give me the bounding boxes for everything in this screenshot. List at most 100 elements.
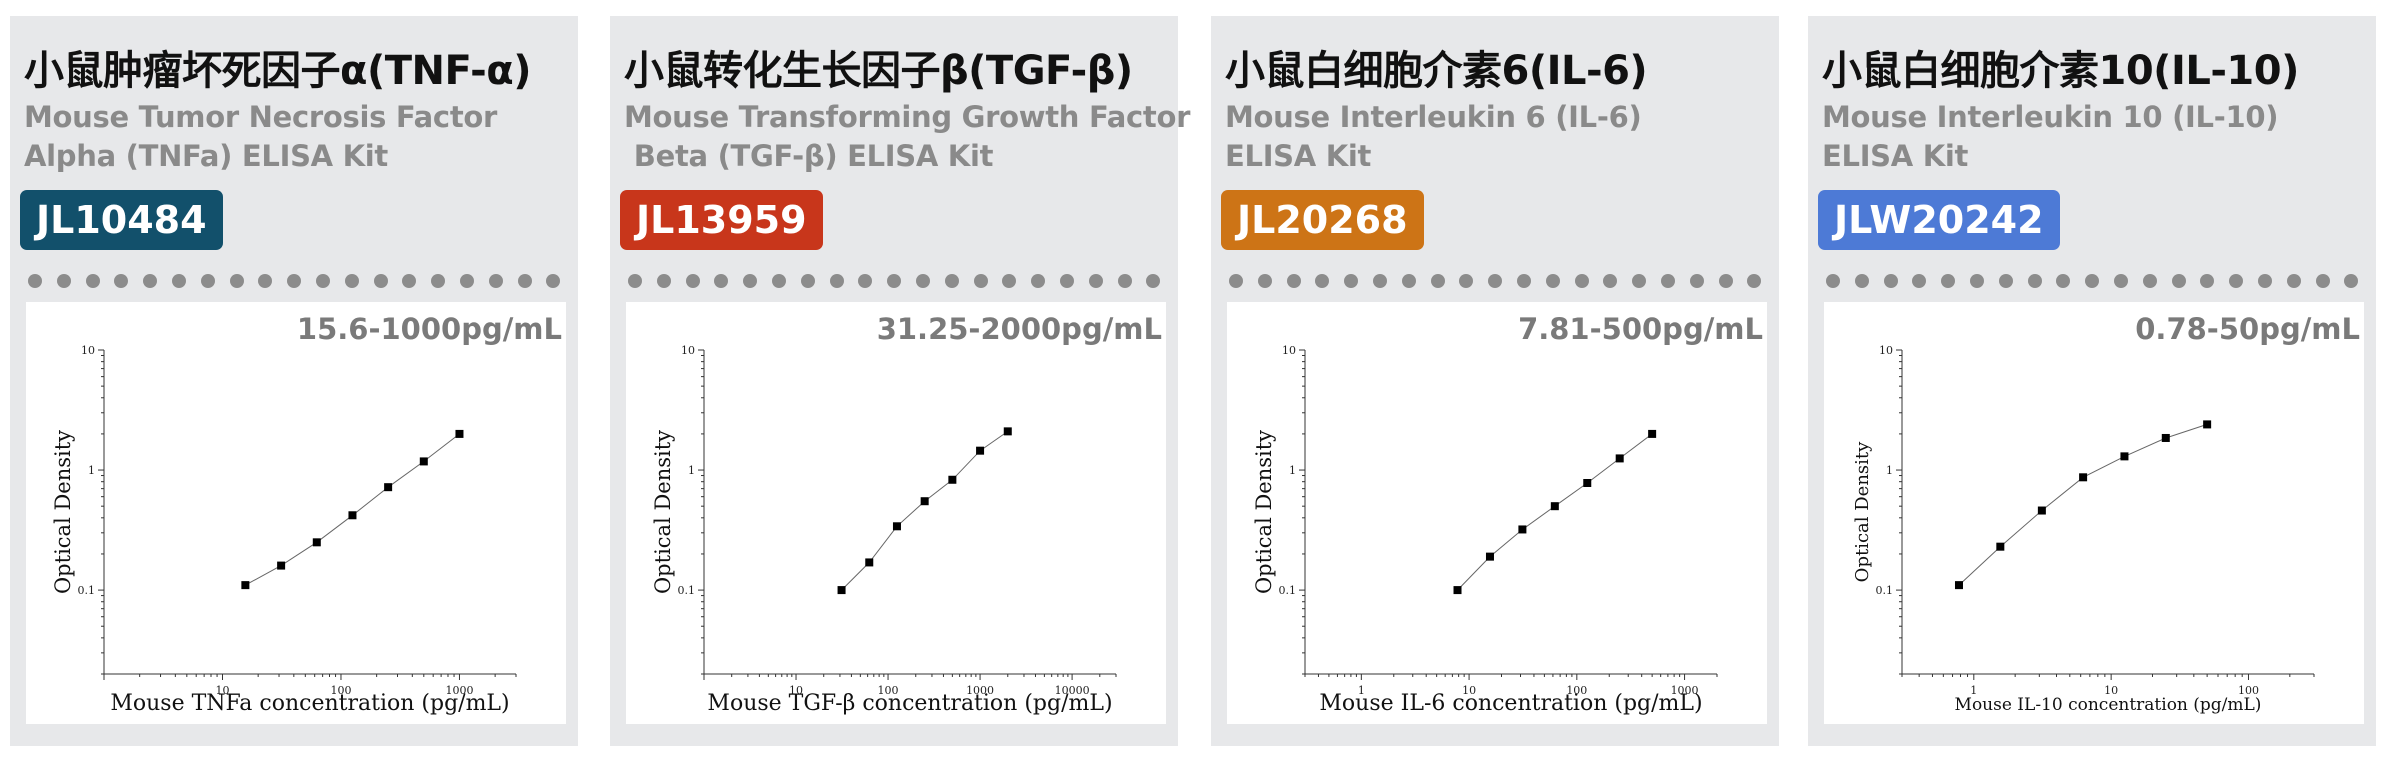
data-point [837,586,846,595]
detection-range: 31.25-2000pg/mL [876,312,1162,346]
divider-dot [517,274,532,288]
divider-dot [1344,274,1359,288]
divider-dot [685,274,700,288]
standard-curve-panel: 15.6-1000pg/mL 10 100 1000 0.1 1 10 Mouse TNFa … [26,302,566,724]
divider-dot [1517,274,1531,288]
divider-dot [1747,274,1762,288]
divider-dot [2286,274,2301,288]
divider-dot [1941,274,1956,288]
x-axis-label: Mouse TGF-β concentration (pg/mL) [707,691,1112,716]
divider-dot [656,274,671,288]
data-point [1518,525,1527,534]
dot-divider [28,274,561,288]
x-axis-label: Mouse IL-10 concentration (pg/mL) [1955,695,2262,715]
divider-dot [1970,274,1984,288]
y-tick-label: 10 [681,344,695,357]
divider-dot [85,274,100,288]
divider-dot [772,274,786,288]
divider-dot [973,274,988,288]
divider-dot [287,274,302,288]
y-tick-label: 10 [1282,344,1296,357]
kit-title-en: Mouse Transforming Growth Factor Beta (T… [624,100,1191,173]
divider-dot [2229,274,2244,288]
x-tick-label: 1 [1970,684,1977,697]
divider-dot [200,274,215,288]
divider-dot [858,274,873,288]
divider-dot [373,274,388,288]
divider-dot [2056,274,2071,288]
divider-dot [1088,274,1103,288]
divider-dot [229,274,244,288]
data-point [948,475,957,484]
product-code-badge: JL13959 [620,190,823,250]
standard-curve-panel: 31.25-2000pg/mL 10 100 1000 10000 0.1 1 10 Mouse… [626,302,1166,724]
dot-divider [628,274,1161,288]
divider-dot [488,274,503,288]
divider-dot [546,274,561,288]
product-code-badge: JL20268 [1221,190,1424,250]
data-point [2120,452,2129,461]
y-tick-label: 0.1 [78,584,96,597]
divider-dot [2142,274,2157,288]
divider-dot [887,274,902,288]
divider-dot [1574,274,1589,288]
x-tick-label: 10 [1462,684,1476,697]
data-point [384,483,393,492]
y-tick-label: 0.1 [678,584,696,597]
detection-range: 15.6-1000pg/mL [296,312,562,346]
divider-dot [1545,274,1560,288]
y-tick-label: 1 [88,464,95,477]
kit-title-cn: 小鼠白细胞介素10(IL-10) [1822,48,2299,94]
divider-dot [1632,274,1647,288]
product-code-badge: JL10484 [20,190,223,250]
divider-dot [2114,274,2128,288]
divider-dot [1488,274,1503,288]
divider-dot [1315,274,1330,288]
divider-dot [2258,274,2272,288]
x-tick-label: 100 [330,684,351,697]
data-point [241,581,250,590]
divider-dot [829,274,844,288]
data-point [1550,502,1559,511]
divider-dot [1257,274,1272,288]
kit-title-cn: 小鼠转化生长因子β(TGF-β) [624,48,1133,94]
divider-dot [1401,274,1416,288]
data-point [1996,542,2005,551]
divider-dot [431,274,446,288]
divider-dot [1998,274,2013,288]
y-axis-label: Optical Density [651,430,675,594]
data-point [2079,473,2088,482]
data-point [1453,586,1462,595]
divider-dot [1912,274,1927,288]
divider-dot [114,274,129,288]
y-axis-label: Optical Density [51,430,75,594]
x-tick-label: 10000 [1055,684,1090,697]
dot-divider [1229,274,1762,288]
detection-range: 0.78-50pg/mL [2135,312,2360,346]
divider-dot [1661,274,1675,288]
divider-dot [258,274,273,288]
data-point [455,429,464,438]
kit-title-en: Mouse Tumor Necrosis Factor Alpha (TNFa)… [24,100,498,173]
x-tick-label: 1000 [966,684,994,697]
data-point [1648,429,1657,438]
divider-dot [1430,274,1445,288]
fit-curve [1958,423,2208,586]
standard-curve-panel: 0.78-50pg/mL 1 10 100 0.1 1 10 Mouse IL-10 conc… [1824,302,2364,724]
data-point [312,538,321,547]
y-tick-label: 10 [81,344,95,357]
data-point [419,457,428,466]
data-point [2037,506,2046,515]
divider-dot [944,274,959,288]
divider-dot [316,274,330,288]
divider-dot [1854,274,1869,288]
x-tick-label: 100 [878,684,899,697]
divider-dot [143,274,158,288]
kit-title-cn: 小鼠白细胞介素6(IL-6) [1225,48,1648,94]
data-point [2203,420,2212,429]
x-tick-label: 10 [789,684,803,697]
data-point [1583,478,1592,487]
y-tick-label: 1 [688,464,695,477]
